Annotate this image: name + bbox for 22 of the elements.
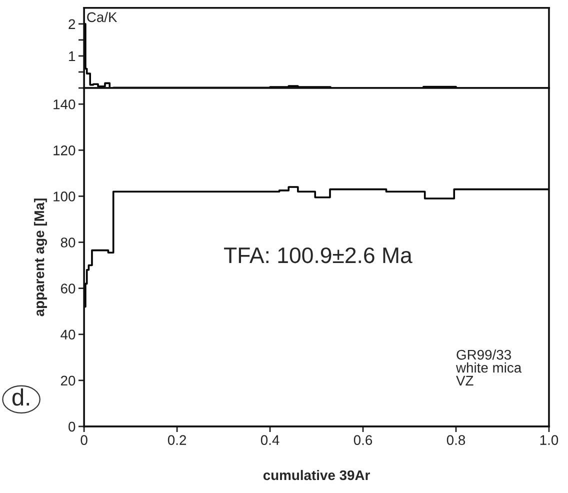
y-tick-label: 60	[60, 284, 76, 294]
y-tick-label: 80	[60, 238, 76, 248]
y-tick-label: 20	[60, 376, 76, 386]
x-axis-title: cumulative 39Ar	[263, 470, 370, 480]
y-axis-title: apparent age [Ma]	[34, 198, 48, 316]
x-tick-label: 0	[80, 435, 88, 445]
x-tick-label: 0.8	[446, 435, 466, 445]
x-tick-label: 1.0	[540, 435, 558, 445]
x-tick-label: 0.4	[260, 435, 280, 445]
y-tick-label: 140	[54, 99, 76, 110]
annotation: Ca/K	[87, 12, 118, 22]
y-tick-label: 2	[68, 19, 76, 29]
y-tick-label: 100	[54, 192, 76, 202]
x-tick-label: 0.6	[354, 435, 372, 445]
x-tick-label: 0.2	[168, 435, 186, 445]
text: d.	[12, 388, 29, 406]
annotation: GR99/33 white mica VZ	[456, 349, 522, 386]
y-tick-label: 1	[69, 51, 76, 61]
y-tick-label: 0	[68, 422, 76, 432]
y-tick-label: 40	[60, 330, 76, 340]
annotation: TFA: 100.9±2.6 Ma	[224, 247, 412, 264]
y-tick-label: 120	[54, 146, 76, 156]
